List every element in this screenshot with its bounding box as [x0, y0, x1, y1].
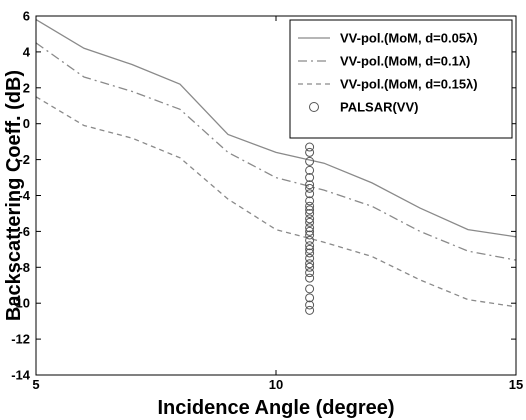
x-axis-title: Incidence Angle (degree) [157, 397, 394, 419]
palsar-point [305, 244, 315, 254]
series-line-2 [35, 42, 517, 261]
y-tick-label: -4 [18, 188, 30, 203]
palsar-point [305, 262, 315, 272]
y-tick-label: 4 [23, 44, 31, 59]
palsar-point [305, 293, 315, 303]
legend-marker [309, 102, 319, 112]
palsar-point [305, 147, 315, 157]
palsar-point [305, 217, 315, 227]
palsar-point [305, 214, 315, 224]
legend-label: VV-pol.(MoM, d=0.15λ) [340, 77, 478, 92]
legend-label: VV-pol.(MoM, d=0.05λ) [340, 31, 478, 46]
palsar-point [305, 205, 315, 215]
palsar-point [305, 259, 315, 269]
palsar-point [305, 268, 315, 278]
y-axis-title: Backscattering Coeff. (dB) [3, 70, 25, 321]
y-tick-label: -10 [11, 296, 30, 311]
palsar-point [305, 142, 315, 152]
y-tick-label: 0 [23, 116, 30, 131]
palsar-point [305, 241, 315, 251]
y-tick-label: 6 [23, 9, 30, 24]
palsar-point [305, 156, 315, 166]
y-tick-label: -12 [11, 332, 30, 347]
series-line-1 [35, 19, 517, 238]
palsar-point [305, 189, 315, 199]
series-lines [35, 19, 517, 308]
palsar-point [305, 253, 315, 263]
legend-label: PALSAR(VV) [340, 100, 418, 115]
palsar-point [305, 208, 315, 218]
palsar-point [305, 300, 315, 310]
palsar-point [305, 226, 315, 236]
palsar-point [305, 235, 315, 245]
y-tick-label: -2 [18, 152, 30, 167]
palsar-point [305, 284, 315, 294]
palsar-point [305, 201, 315, 211]
palsar-point [305, 230, 315, 240]
scatter-points [305, 142, 315, 315]
palsar-point [305, 223, 315, 233]
legend-box [289, 19, 513, 139]
y-tick-label: -8 [18, 260, 30, 275]
palsar-point [305, 173, 315, 183]
x-tick-label: 5 [32, 377, 39, 392]
palsar-point [305, 248, 315, 258]
palsar-point [305, 305, 315, 315]
y-tick-label: -6 [18, 224, 30, 239]
x-axis: 5 10 15 [32, 16, 523, 392]
palsar-point [305, 180, 315, 190]
y-axis: 6 4 2 0 -2 -4 -6 -8 -10 -12 -14 [11, 9, 516, 383]
palsar-point [305, 273, 315, 283]
x-tick-label: 10 [269, 377, 283, 392]
y-tick-label: 2 [23, 80, 30, 95]
palsar-point [305, 183, 315, 193]
y-tick-label: -14 [11, 368, 31, 383]
x-tick-label: 15 [509, 377, 523, 392]
legend: VV-pol.(MoM, d=0.05λ) VV-pol.(MoM, d=0.1λ… [289, 19, 513, 139]
palsar-point [305, 196, 315, 206]
palsar-point [305, 165, 315, 175]
legend-label: VV-pol.(MoM, d=0.1λ) [340, 54, 470, 69]
